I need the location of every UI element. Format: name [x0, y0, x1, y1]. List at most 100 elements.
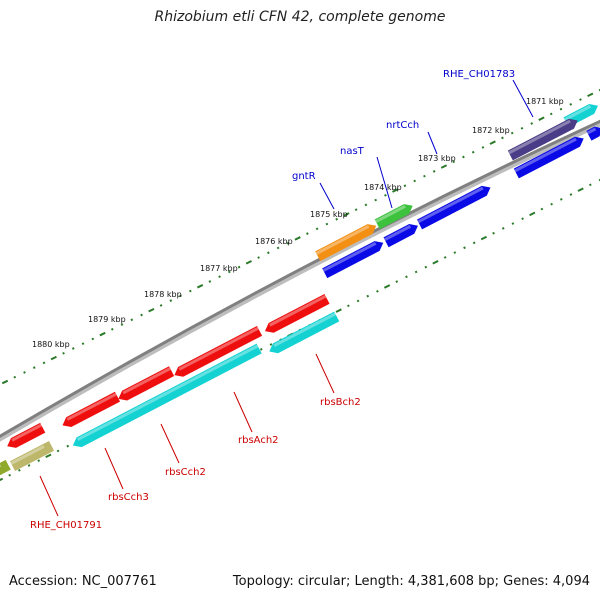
minor-tick — [579, 98, 582, 101]
gene-nast[interactable] — [374, 201, 416, 230]
minor-tick — [598, 178, 600, 182]
gene-label-reverse[interactable]: rbsCch3 — [108, 492, 149, 503]
gene-label-forward[interactable]: gntR — [292, 171, 316, 182]
minor-tick — [8, 473, 12, 477]
tick-label: 1873 kbp — [418, 154, 456, 163]
minor-tick — [37, 459, 41, 462]
minor-tick — [452, 160, 456, 164]
minor-tick — [481, 146, 485, 149]
tick-label: 1878 kbp — [144, 290, 182, 299]
minor-tick — [56, 449, 60, 453]
tick-label: 1875 kbp — [310, 210, 348, 219]
minor-tick — [569, 103, 573, 106]
minor-tick — [463, 246, 466, 250]
minor-tick — [413, 179, 417, 183]
minor-tick — [598, 88, 600, 92]
minor-tick — [179, 294, 182, 298]
minor-tick — [511, 222, 515, 225]
minor-tick — [208, 280, 212, 283]
minor-tick — [91, 337, 95, 341]
gene-rbsbch2[interactable] — [267, 311, 340, 357]
minor-tick — [405, 275, 408, 279]
minor-tick — [237, 265, 241, 269]
major-tick — [392, 188, 399, 193]
gene-gntr[interactable] — [315, 221, 379, 262]
minor-tick — [335, 217, 338, 221]
minor-tick — [315, 227, 319, 231]
gene-label-forward[interactable]: nasT — [340, 146, 365, 157]
minor-tick — [356, 299, 360, 303]
major-tick — [245, 260, 252, 265]
gene-rbsach2[interactable] — [70, 343, 262, 451]
gene-label-forward[interactable]: nrtCch — [386, 120, 419, 131]
minor-tick — [423, 174, 426, 178]
gene-red-1[interactable] — [262, 293, 330, 336]
ruler-labels: 1871 kbp 1872 kbp 1873 kbp 1874 kbp 1875… — [32, 97, 564, 349]
minor-tick — [23, 371, 26, 374]
minor-tick — [550, 202, 553, 206]
minor-tick — [521, 217, 524, 221]
minor-tick — [81, 342, 85, 346]
minor-tick — [27, 464, 31, 467]
minor-tick — [18, 468, 21, 472]
minor-tick — [218, 275, 221, 279]
minor-tick — [549, 112, 553, 116]
minor-tick — [286, 241, 290, 245]
gene-olive-edge[interactable] — [0, 459, 11, 477]
minor-tick — [159, 304, 163, 307]
major-tick — [440, 164, 448, 169]
minor-tick — [62, 351, 65, 355]
major-tick — [294, 236, 301, 241]
minor-tick — [453, 251, 457, 254]
gene-blue-gntr[interactable] — [322, 238, 386, 279]
label-leaders — [39, 79, 534, 517]
minor-tick — [492, 231, 495, 235]
minor-tick — [432, 170, 436, 173]
minor-tick — [140, 313, 143, 317]
minor-tick — [462, 155, 465, 159]
major-tick — [343, 212, 350, 217]
gene-nrtcch[interactable] — [416, 183, 493, 230]
minor-tick — [569, 193, 573, 196]
gene-rhe-ch01783[interactable] — [507, 116, 580, 161]
gene-red-5[interactable] — [5, 422, 46, 451]
gene-blue-small[interactable] — [383, 221, 420, 248]
gene-red-2[interactable] — [172, 325, 263, 380]
gene-label-reverse[interactable]: RHE_CH01791 — [30, 520, 102, 531]
minor-tick — [559, 107, 563, 111]
minor-tick — [559, 198, 563, 201]
gene-label-reverse[interactable]: rbsAch2 — [238, 435, 279, 446]
gene-label-reverse[interactable]: rbsCch2 — [165, 467, 206, 478]
tick-label: 1877 kbp — [200, 264, 238, 273]
major-tick — [587, 92, 594, 98]
minor-tick — [276, 246, 280, 250]
gene-blue-right[interactable] — [586, 123, 600, 141]
tick-label: 1880 kbp — [32, 340, 70, 349]
major-tick — [480, 235, 488, 241]
tick-label: 1879 kbp — [88, 315, 126, 324]
minor-tick — [269, 343, 273, 346]
major-tick — [148, 307, 155, 313]
minor-tick — [306, 232, 309, 235]
tick-label: 1876 kbp — [255, 237, 293, 246]
major-tick — [50, 355, 57, 361]
minor-tick — [530, 122, 534, 125]
map-title: Rhizobium etli CFN 42, complete genome — [154, 9, 446, 25]
major-tick — [383, 284, 391, 289]
minor-tick — [120, 323, 124, 326]
gene-blue-rhe[interactable] — [513, 134, 586, 179]
gene-label-reverse[interactable]: rbsBch2 — [320, 397, 361, 408]
minor-tick — [188, 289, 192, 293]
minor-tick — [588, 183, 592, 187]
minor-tick — [110, 328, 114, 331]
gene-rhe-ch01791[interactable] — [9, 440, 55, 472]
gene-red-4[interactable] — [60, 391, 121, 430]
major-tick — [1, 379, 9, 385]
gene-red-3[interactable] — [116, 366, 175, 403]
gene-label-forward[interactable]: RHE_CH01783 — [443, 69, 515, 80]
gene-labels: RHE_CH01783 nrtCch nasT gntR rbsBch2 rbs… — [30, 69, 515, 531]
tick-label: 1874 kbp — [364, 183, 402, 192]
major-tick — [196, 284, 204, 289]
tick-label: 1871 kbp — [526, 97, 564, 106]
